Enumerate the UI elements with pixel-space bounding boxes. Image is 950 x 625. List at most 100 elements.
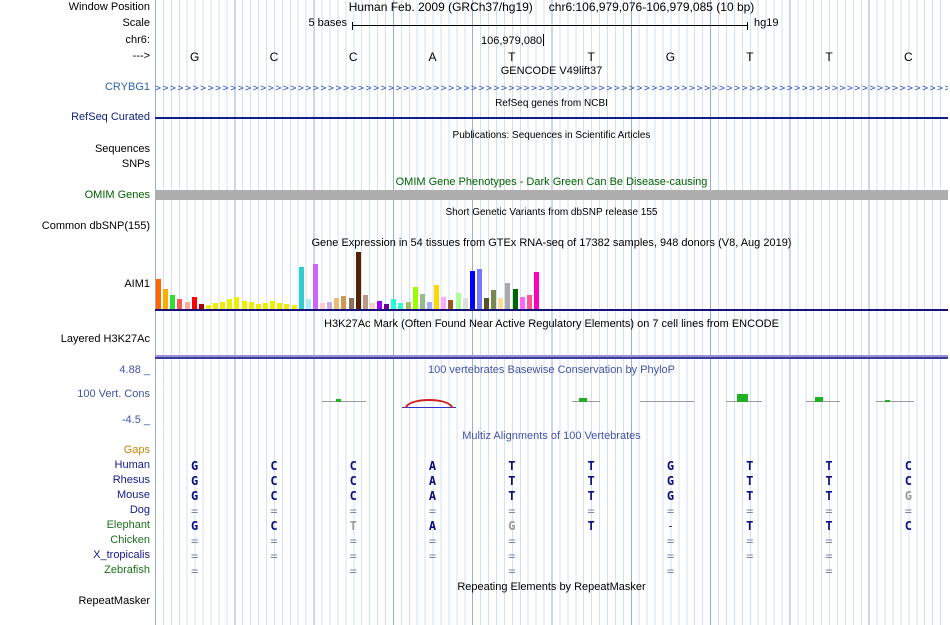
gencode-gene-arrows[interactable]: >>>>>>>>>>>>>>>>>>>>>>>>>>>>>>>>>>>>>>>>… bbox=[155, 83, 948, 94]
gtex-expression-bar[interactable] bbox=[476, 269, 482, 309]
gtex-expression-bar[interactable] bbox=[369, 303, 375, 309]
gtex-expression-bar[interactable] bbox=[348, 298, 354, 309]
multiz-row-gaps[interactable] bbox=[155, 444, 948, 459]
gtex-expression-bar[interactable] bbox=[170, 295, 176, 309]
gtex-expression-bar[interactable] bbox=[241, 301, 247, 309]
gtex-expression-bar[interactable] bbox=[227, 299, 233, 309]
gtex-expression-bar[interactable] bbox=[498, 298, 504, 309]
gtex-bar-chart[interactable] bbox=[156, 252, 556, 309]
gtex-expression-bar[interactable] bbox=[198, 304, 204, 309]
gtex-expression-bar[interactable] bbox=[284, 304, 290, 309]
gtex-expression-bar[interactable] bbox=[448, 300, 454, 309]
gtex-expression-bar[interactable] bbox=[362, 295, 368, 309]
track-label-chicken[interactable]: Chicken bbox=[110, 534, 150, 546]
dbsnp-title: Short Genetic Variants from dbSNP releas… bbox=[445, 207, 658, 218]
track-label-layered-h3k27ac[interactable]: Layered H3K27Ac bbox=[60, 333, 150, 345]
multiz-row-zebrafish[interactable]: = = = = = bbox=[155, 564, 948, 579]
alignment-cell: T bbox=[825, 474, 833, 488]
track-label-rhesus[interactable]: Rhesus bbox=[112, 474, 150, 486]
alignment-cell: = bbox=[825, 504, 833, 518]
multiz-row-dog[interactable]: = = = = = = = = = = bbox=[155, 504, 948, 519]
gtex-expression-bar[interactable] bbox=[341, 296, 347, 309]
gtex-expression-bar[interactable] bbox=[412, 287, 418, 309]
track-label-elephant[interactable]: Elephant bbox=[106, 519, 150, 531]
alignment-cell: = bbox=[349, 549, 357, 563]
gtex-expression-bar[interactable] bbox=[163, 289, 169, 309]
gtex-expression-bar[interactable] bbox=[255, 304, 261, 309]
gtex-expression-bar[interactable] bbox=[355, 252, 361, 309]
multiz-row-chicken[interactable]: = = = = = = = = bbox=[155, 534, 948, 549]
alignment-cell: = bbox=[904, 504, 912, 518]
h3k27ac-signal-line[interactable] bbox=[155, 355, 948, 359]
gtex-expression-bar[interactable] bbox=[384, 304, 390, 309]
gtex-expression-bar[interactable] bbox=[213, 303, 218, 309]
gtex-expression-bar[interactable] bbox=[234, 297, 240, 309]
gtex-expression-bar[interactable] bbox=[519, 297, 525, 309]
gtex-expression-bar[interactable] bbox=[270, 301, 276, 309]
gtex-expression-bar[interactable] bbox=[391, 299, 397, 309]
multiz-row-x_tropicalis[interactable]: = = = = = = = = bbox=[155, 549, 948, 564]
gtex-expression-bar[interactable] bbox=[177, 299, 183, 309]
browser-track-area[interactable]: Human Feb. 2009 (GRCh37/hg19) chr6:106,97… bbox=[155, 0, 948, 625]
gtex-expression-bar[interactable] bbox=[434, 285, 440, 309]
gtex-expression-bar[interactable] bbox=[405, 302, 411, 309]
gtex-expression-bar[interactable] bbox=[220, 302, 226, 309]
omim-gene-bar[interactable] bbox=[155, 190, 948, 200]
gtex-expression-bar[interactable] bbox=[419, 294, 425, 309]
gtex-expression-bar[interactable] bbox=[469, 271, 475, 309]
gtex-expression-bar[interactable] bbox=[441, 297, 447, 309]
track-label-100-vert-cons[interactable]: 100 Vert. Cons bbox=[77, 388, 150, 400]
window-position-label: Window Position bbox=[68, 1, 150, 13]
gtex-expression-bar[interactable] bbox=[462, 298, 468, 309]
track-label-mouse[interactable]: Mouse bbox=[116, 489, 150, 501]
gtex-expression-bar[interactable] bbox=[248, 302, 254, 309]
gtex-expression-bar[interactable] bbox=[377, 301, 382, 309]
gtex-expression-bar[interactable] bbox=[505, 283, 511, 309]
gtex-expression-bar[interactable] bbox=[298, 267, 304, 309]
track-label-common-dbsnp[interactable]: Common dbSNP(155) bbox=[41, 220, 150, 232]
gtex-expression-bar[interactable] bbox=[156, 279, 161, 309]
gtex-expression-bar[interactable] bbox=[320, 303, 325, 309]
track-label-sequences[interactable]: Sequences bbox=[94, 143, 150, 155]
gtex-expression-bar[interactable] bbox=[205, 305, 211, 309]
gtex-expression-bar[interactable] bbox=[426, 302, 432, 309]
sequence-base: C bbox=[348, 50, 358, 64]
gtex-expression-bar[interactable] bbox=[263, 303, 268, 309]
conservation-track[interactable] bbox=[155, 0, 948, 625]
gtex-expression-bar[interactable] bbox=[533, 272, 539, 309]
alignment-cell: T bbox=[349, 519, 357, 533]
gtex-expression-bar[interactable] bbox=[512, 289, 518, 309]
track-label-x_tropicalis[interactable]: X_tropicalis bbox=[93, 549, 150, 561]
track-label-dog[interactable]: Dog bbox=[129, 504, 150, 516]
gtex-expression-bar[interactable] bbox=[491, 290, 497, 309]
gtex-expression-bar[interactable] bbox=[334, 298, 340, 309]
track-label-repeatmasker[interactable]: RepeatMasker bbox=[78, 595, 150, 607]
track-label-gaps[interactable]: Gaps bbox=[123, 444, 150, 456]
track-label-human[interactable]: Human bbox=[114, 459, 150, 471]
refseq-gene-line[interactable] bbox=[155, 117, 948, 119]
track-label-snps[interactable]: SNPs bbox=[121, 158, 150, 170]
alignment-cell: T bbox=[587, 489, 595, 503]
gtex-expression-bar[interactable] bbox=[184, 302, 190, 309]
alignment-cell bbox=[552, 534, 631, 549]
gtex-expression-bar[interactable] bbox=[455, 293, 461, 309]
track-label-aim1[interactable]: AIM1 bbox=[124, 278, 150, 290]
track-label-refseq-curated[interactable]: RefSeq Curated bbox=[71, 111, 150, 123]
alignment-cell: C bbox=[270, 489, 278, 503]
gtex-expression-bar[interactable] bbox=[191, 297, 197, 309]
gtex-expression-bar[interactable] bbox=[305, 299, 311, 309]
gtex-expression-bar[interactable] bbox=[484, 298, 489, 309]
gtex-expression-bar[interactable] bbox=[291, 305, 297, 309]
track-label-crybg1[interactable]: CRYBG1 bbox=[104, 81, 150, 93]
gtex-expression-bar[interactable] bbox=[312, 264, 318, 309]
gtex-expression-bar[interactable] bbox=[327, 302, 333, 309]
gtex-expression-bar[interactable] bbox=[526, 295, 532, 309]
track-label-zebrafish[interactable]: Zebrafish bbox=[104, 564, 150, 576]
gtex-expression-bar[interactable] bbox=[277, 303, 283, 309]
track-label-omim-genes[interactable]: OMIM Genes bbox=[84, 189, 150, 201]
gtex-expression-bar[interactable] bbox=[398, 303, 404, 309]
